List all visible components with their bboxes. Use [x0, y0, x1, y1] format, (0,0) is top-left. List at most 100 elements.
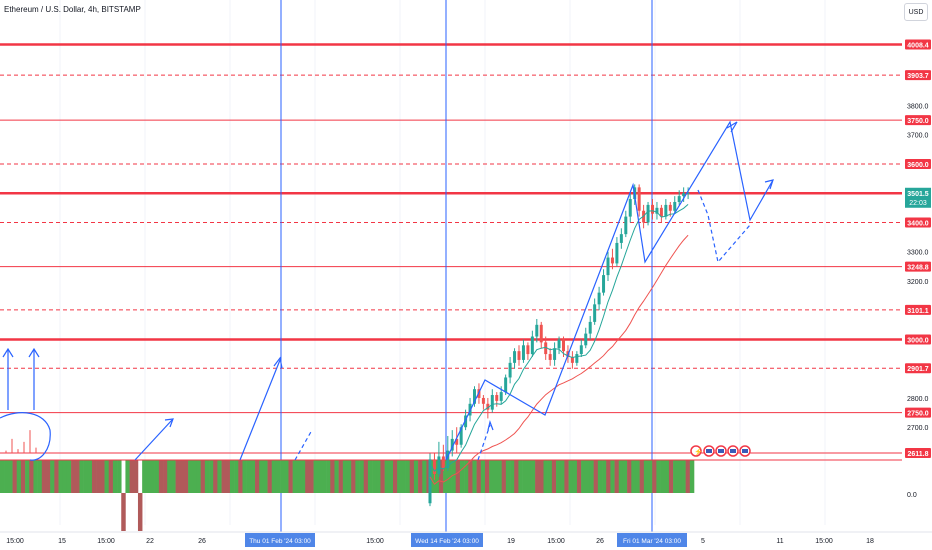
hist-bar — [71, 460, 76, 493]
hist-bar — [493, 460, 498, 493]
candle-body — [446, 450, 450, 469]
hist-bar — [301, 460, 306, 493]
x-tick-label: 22 — [146, 538, 154, 545]
hist-bar — [451, 460, 456, 493]
hist-bar — [543, 460, 548, 493]
hist-bar — [221, 460, 227, 493]
level-tag — [905, 261, 931, 272]
hist-bar — [497, 460, 502, 493]
hist-bar — [275, 460, 281, 493]
candle-body — [677, 196, 681, 202]
hist-bar — [677, 460, 682, 493]
hist-bar — [200, 460, 206, 493]
hist-bar — [447, 460, 452, 493]
hist-bar — [480, 460, 486, 493]
hist-bar — [292, 460, 298, 493]
x-tick-label: 15:00 — [97, 538, 115, 545]
projection-arrow — [273, 356, 283, 369]
hist-bar — [664, 460, 670, 493]
hist-bar — [367, 460, 373, 493]
hist-bar — [392, 460, 398, 493]
hist-bar — [66, 460, 72, 493]
level-label: 3400.0 — [907, 220, 929, 227]
y-tick-label: 2700.0 — [907, 425, 929, 432]
candle-body — [664, 204, 668, 217]
flag-us-icon-fill — [742, 449, 748, 453]
histogram — [0, 460, 695, 531]
hist-bar — [627, 460, 632, 493]
hist-bar — [284, 460, 289, 493]
hist-bar — [518, 460, 523, 493]
x-highlight-label: Wed 14 Feb '24 03:00 — [415, 538, 479, 545]
candle-body — [473, 389, 476, 404]
hist-bar — [309, 460, 314, 493]
currency-button[interactable]: USD — [904, 3, 928, 21]
hist-bar — [125, 460, 130, 493]
candle-body — [508, 362, 512, 378]
y-tick-label: 2800.0 — [907, 396, 929, 403]
candle-body — [544, 342, 548, 355]
y-tick-label: 3700.0 — [907, 133, 929, 140]
x-tick-label: 5 — [701, 538, 705, 545]
x-tick-label: 18 — [866, 538, 874, 545]
hist-bar — [547, 460, 553, 493]
hist-bar — [96, 460, 101, 493]
x-tick-label: 15:00 — [547, 538, 565, 545]
hist-bar — [137, 493, 143, 531]
hist-bar — [388, 460, 394, 493]
hist-bar — [142, 460, 147, 493]
hist-bar — [54, 460, 59, 493]
grid — [59, 0, 826, 525]
candle-body — [637, 187, 641, 211]
hist-bar — [255, 460, 260, 493]
projection-arrow — [2, 347, 14, 358]
x-tick-label: 11 — [776, 538, 783, 545]
hist-bar — [380, 460, 385, 493]
projection-arrow — [134, 419, 173, 461]
candle-body — [615, 242, 619, 264]
candle-body — [481, 397, 485, 404]
hist-bar — [593, 460, 599, 493]
x-tick-label: 15:00 — [815, 538, 833, 545]
x-highlight-label: Thu 01 Feb '24 03:00 — [249, 538, 311, 545]
current-price-label: 3501.5 — [907, 191, 929, 198]
hist-bar — [179, 460, 185, 493]
hist-bar — [514, 460, 519, 493]
hist-bar — [271, 460, 277, 493]
hist-bar — [631, 460, 636, 493]
hist-bar — [238, 460, 243, 493]
candle-body — [553, 348, 557, 360]
hist-bar — [50, 460, 55, 493]
candle-body — [655, 207, 659, 214]
y-tick-label: 3200.0 — [907, 279, 929, 286]
hist-bar — [413, 460, 419, 493]
candle-body — [513, 351, 517, 363]
level-tag — [905, 115, 931, 126]
hist-bar — [246, 460, 252, 493]
hist-bar — [16, 460, 22, 493]
flag-us-icon-fill — [718, 449, 724, 453]
hist-bar — [472, 460, 477, 493]
hist-bar — [321, 460, 327, 493]
level-label: 2611.8 — [907, 451, 928, 458]
candle-body — [539, 324, 543, 343]
level-label: 3903.7 — [907, 73, 929, 80]
hist-bar — [104, 460, 109, 493]
level-label: 2901.7 — [907, 366, 929, 373]
hist-bar — [112, 460, 118, 493]
candle-body — [682, 193, 686, 197]
hist-bar — [602, 460, 607, 493]
hist-bar — [551, 460, 557, 493]
x-tick-label: 15:00 — [6, 538, 24, 545]
hist-bar — [91, 460, 97, 493]
x-highlight-label: Fri 01 Mar '24 03:00 — [623, 538, 681, 545]
hist-bar — [229, 460, 235, 493]
x-highlight-bg — [617, 533, 687, 547]
y-tick-label: 3300.0 — [907, 250, 929, 257]
hist-bar — [192, 460, 197, 493]
hist-bar — [505, 460, 511, 493]
candle-body — [441, 456, 445, 469]
hist-bar — [288, 460, 293, 493]
hist-bar — [12, 460, 18, 493]
